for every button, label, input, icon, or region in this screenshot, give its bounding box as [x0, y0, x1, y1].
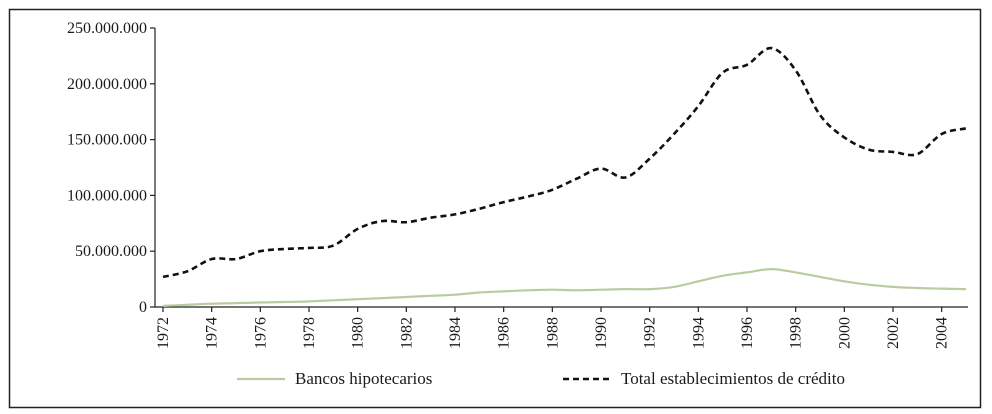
y-tick-label: 200.000.000 [67, 76, 147, 93]
y-tick-label: 100.000.000 [67, 187, 147, 204]
x-tick-label: 1980 [350, 317, 367, 349]
x-tick-label: 1978 [301, 317, 318, 349]
x-tick-label: 2000 [836, 317, 853, 349]
x-tick-label: 1996 [739, 317, 756, 349]
series-line-total-establecimientos [162, 46, 967, 279]
x-tick-label: 2002 [885, 317, 902, 349]
x-tick-label: 1984 [447, 317, 464, 349]
x-tick-label: 2004 [934, 317, 951, 349]
series-line-bancos-hipotecarios [162, 267, 967, 307]
x-tick-label: 1990 [593, 317, 610, 349]
outer-border [8, 8, 982, 409]
x-tick-label: 1994 [690, 317, 707, 349]
x-tick-label: 1988 [544, 317, 561, 349]
y-tick-label: 50.000.000 [75, 243, 147, 260]
y-tick-label: 250.000.000 [67, 20, 147, 37]
x-tick-label: 1974 [204, 317, 221, 349]
y-tick-label: 0 [139, 299, 147, 316]
x-tick-label: 1982 [398, 317, 415, 349]
x-tick-label: 1986 [496, 317, 513, 349]
x-tick-label: 1976 [252, 317, 269, 349]
legend-label-total-establecimientos: Total establecimientos de crédito [621, 369, 845, 388]
x-tick-label: 1972 [155, 317, 172, 349]
x-tick-label: 1992 [642, 317, 659, 349]
y-tick-label: 150.000.000 [67, 132, 147, 149]
x-tick-label: 1998 [788, 317, 805, 349]
legend-label-bancos-hipotecarios: Bancos hipotecarios [295, 369, 432, 388]
